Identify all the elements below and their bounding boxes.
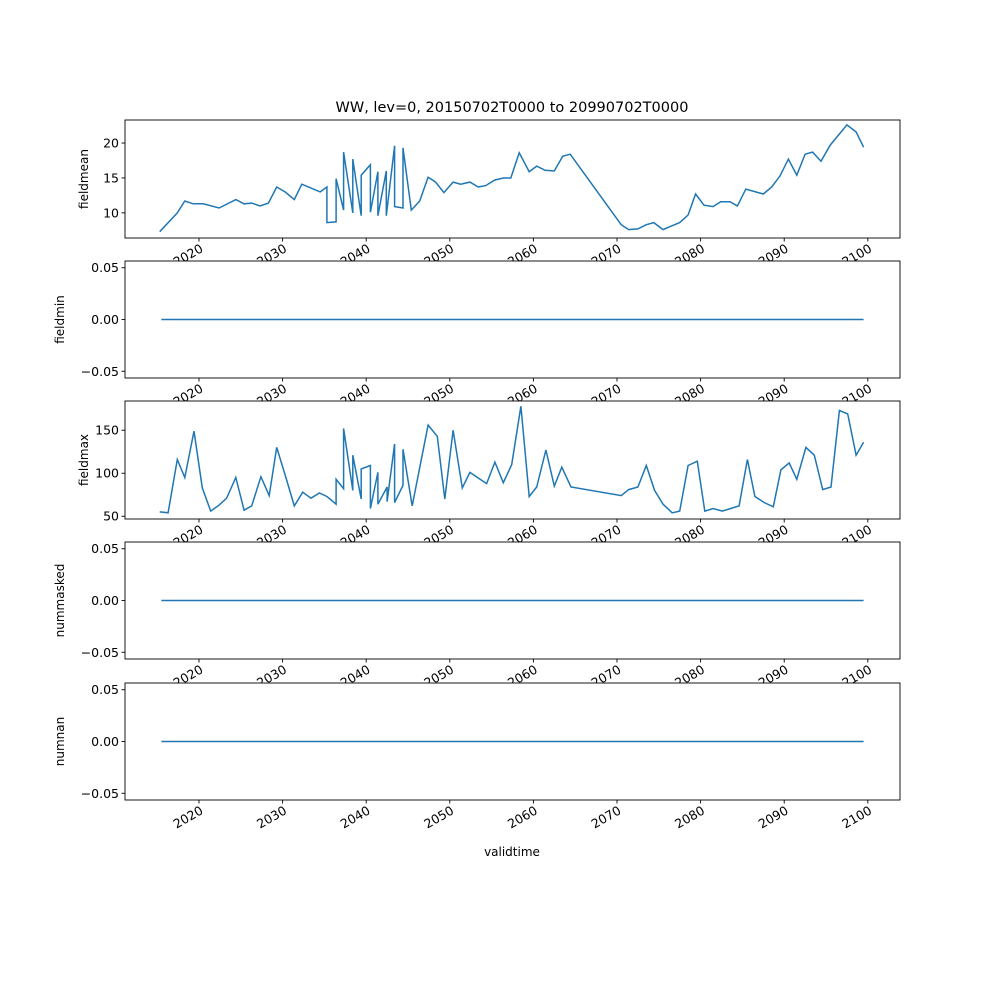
y-tick-label: 0.00 bbox=[91, 312, 119, 327]
y-tick-label: 10 bbox=[103, 205, 119, 220]
y-tick-label: −0.05 bbox=[81, 645, 119, 660]
y-axis-label: fieldmean bbox=[77, 149, 91, 209]
y-tick-label: 50 bbox=[103, 509, 119, 524]
axes-frame bbox=[124, 400, 901, 520]
x-tick-label: 2060 bbox=[505, 803, 540, 832]
x-tick-label: 2100 bbox=[839, 803, 874, 832]
x-tick-label: 2020 bbox=[170, 803, 205, 832]
x-tick-label: 2030 bbox=[254, 803, 289, 832]
x-tick-label: 2090 bbox=[756, 803, 791, 832]
y-axis-label: fieldmin bbox=[53, 295, 67, 344]
y-tick-label: 150 bbox=[95, 423, 119, 438]
y-tick-label: 0.05 bbox=[91, 541, 119, 556]
y-tick-label: 20 bbox=[103, 136, 119, 151]
series-line-fieldmean bbox=[159, 123, 865, 233]
x-tick-label: 2050 bbox=[421, 803, 456, 832]
y-tick-label: −0.05 bbox=[81, 786, 119, 801]
y-tick-label: −0.05 bbox=[81, 364, 119, 379]
plot-area bbox=[125, 120, 900, 238]
y-axis-label: numnan bbox=[53, 717, 67, 766]
x-tick-label: 2070 bbox=[588, 803, 623, 832]
y-axis-label: nummasked bbox=[53, 564, 67, 638]
y-tick-label: 0.05 bbox=[91, 260, 119, 275]
x-tick-label: 2080 bbox=[672, 803, 707, 832]
y-tick-label: 100 bbox=[95, 466, 119, 481]
series-line-fieldmax bbox=[159, 406, 865, 514]
x-tick-label: 2040 bbox=[338, 803, 373, 832]
panel-numnan: −0.05 0.00 0.05 numnan 2020 2030 2040 2050 2060 2… bbox=[53, 682, 901, 832]
y-tick-label: 0.00 bbox=[91, 734, 119, 749]
y-tick-label: 0.00 bbox=[91, 593, 119, 608]
y-tick-label: 0.05 bbox=[91, 682, 119, 697]
y-axis-label: fieldmax bbox=[77, 434, 91, 486]
y-tick-label: 15 bbox=[103, 170, 119, 185]
axes-frame bbox=[124, 119, 901, 239]
chart-title: WW, lev=0, 20150702T0000 to 20990702T000… bbox=[336, 100, 689, 116]
x-axis-label: validtime bbox=[484, 845, 540, 859]
